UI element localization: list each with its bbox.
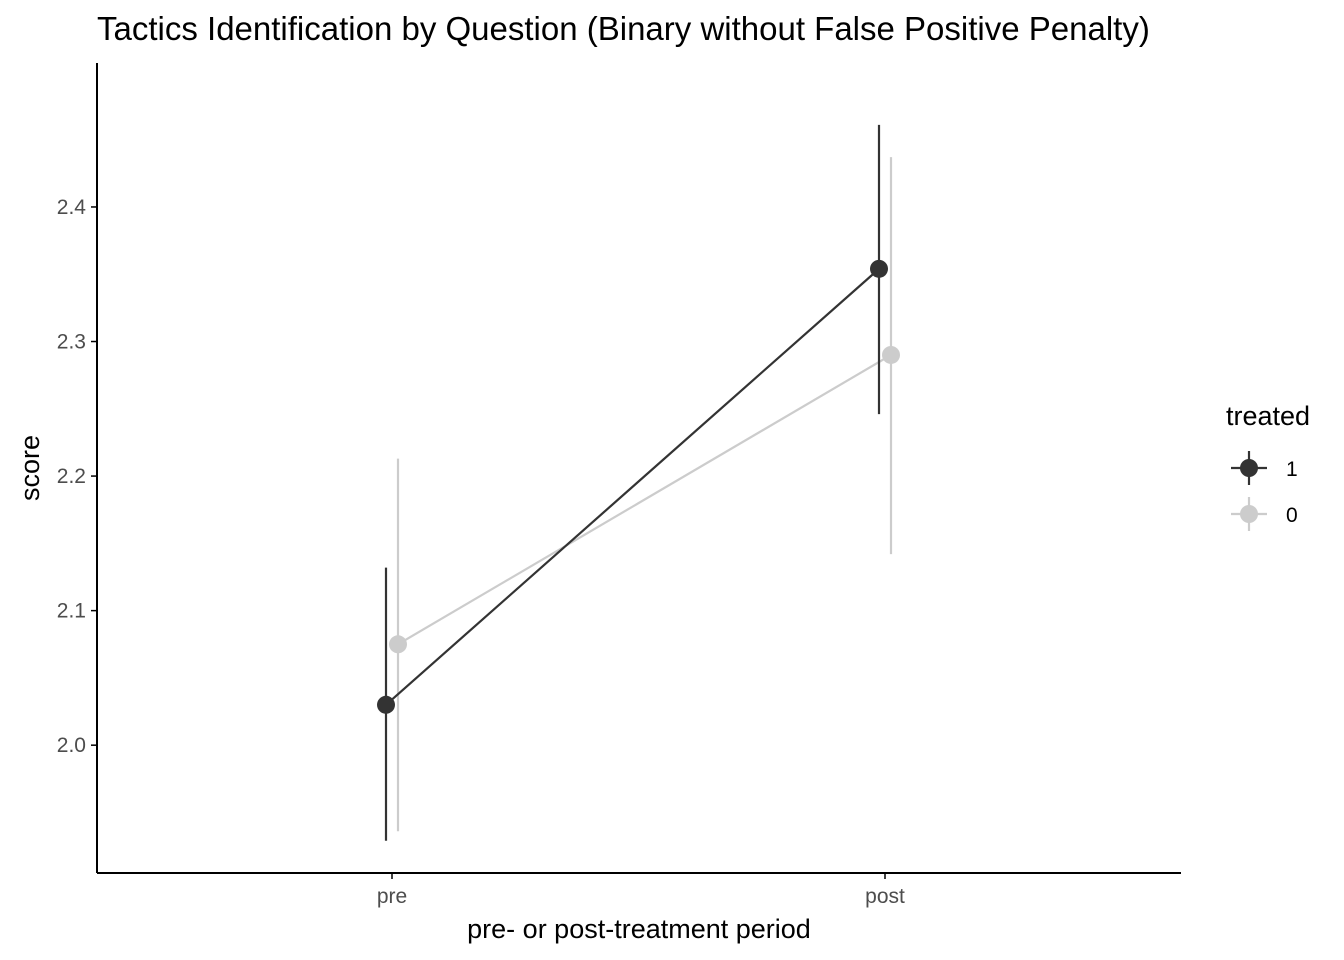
- y-tick-label: 2.3: [57, 331, 86, 354]
- legend-item: 1: [1231, 451, 1298, 485]
- y-axis-title: score: [15, 435, 45, 501]
- x-tick-label: post: [865, 885, 905, 908]
- plot-area: 2.0 2.1 2.2 2.3 2.4 pre post: [57, 63, 1181, 908]
- y-ticks: 2.0 2.1 2.2 2.3 2.4: [57, 196, 97, 757]
- y-tick-label: 2.4: [57, 196, 87, 219]
- x-tick-label: pre: [377, 885, 407, 908]
- series-0: [389, 157, 900, 832]
- series-line: [385, 268, 880, 706]
- legend-items: 10: [1231, 451, 1298, 531]
- series-line: [397, 354, 892, 646]
- chart-title: Tactics Identification by Question (Bina…: [97, 10, 1150, 47]
- y-tick-label: 2.2: [57, 465, 86, 488]
- legend-key-point: [1240, 505, 1258, 523]
- legend-item: 0: [1231, 497, 1298, 531]
- x-axis-title: pre- or post-treatment period: [467, 914, 811, 944]
- series-layer: [377, 124, 900, 841]
- legend-key-point: [1240, 459, 1258, 477]
- data-point: [377, 695, 395, 714]
- legend: treated 10: [1226, 401, 1310, 531]
- y-tick-label: 2.1: [57, 600, 86, 623]
- data-point: [389, 635, 407, 654]
- x-ticks: pre post: [377, 873, 905, 908]
- data-point: [882, 345, 900, 364]
- series-1: [377, 124, 888, 841]
- legend-title: treated: [1226, 401, 1310, 431]
- legend-label: 1: [1286, 458, 1298, 481]
- legend-label: 0: [1286, 504, 1298, 527]
- y-tick-label: 2.0: [57, 734, 86, 757]
- data-point: [870, 259, 888, 278]
